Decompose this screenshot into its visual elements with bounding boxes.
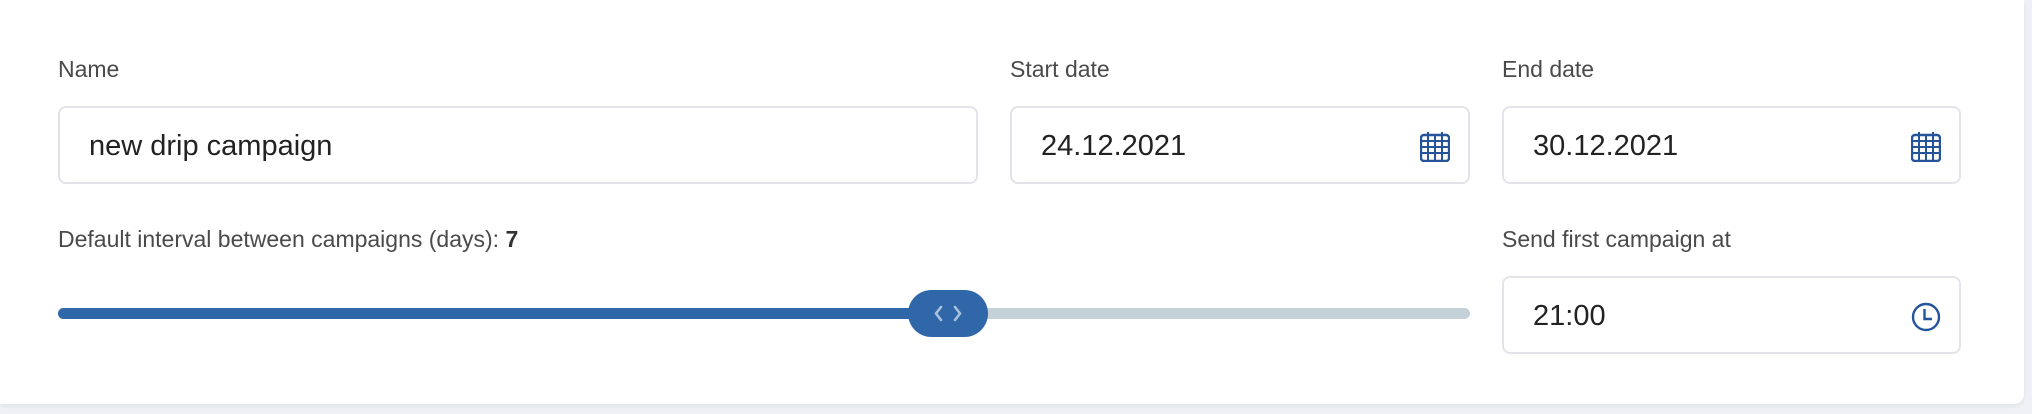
- end-date-value: 30.12.2021: [1533, 130, 1679, 162]
- end-date-input[interactable]: 30.12.2021: [1502, 106, 1961, 184]
- name-input[interactable]: new drip campaign: [58, 106, 978, 184]
- end-date-label: End date: [1502, 56, 1595, 82]
- start-date-value: 24.12.2021: [1041, 130, 1187, 162]
- interval-value: 7: [505, 226, 519, 252]
- name-label: Name: [58, 56, 120, 82]
- interval-slider-handle[interactable]: [907, 290, 988, 337]
- calendar-icon[interactable]: [1420, 132, 1450, 162]
- interval-label-text: Default interval between campaigns (days…: [58, 226, 500, 252]
- calendar-icon[interactable]: [1911, 132, 1941, 162]
- interval-slider-fill: [58, 308, 948, 319]
- campaign-form: Name new drip campaign Start date 24.12.…: [0, 0, 2024, 404]
- interval-slider-track[interactable]: [58, 308, 1470, 319]
- send-time-value: 21:00: [1533, 300, 1606, 332]
- chevrons-icon: [933, 305, 962, 322]
- start-date-label: Start date: [1010, 56, 1110, 82]
- interval-label: Default interval between campaigns (days…: [58, 226, 518, 253]
- send-time-label: Send first campaign at: [1502, 226, 1731, 252]
- clock-icon[interactable]: [1911, 302, 1941, 332]
- start-date-input[interactable]: 24.12.2021: [1010, 106, 1470, 184]
- send-time-input[interactable]: 21:00: [1502, 276, 1961, 354]
- name-value: new drip campaign: [89, 130, 333, 162]
